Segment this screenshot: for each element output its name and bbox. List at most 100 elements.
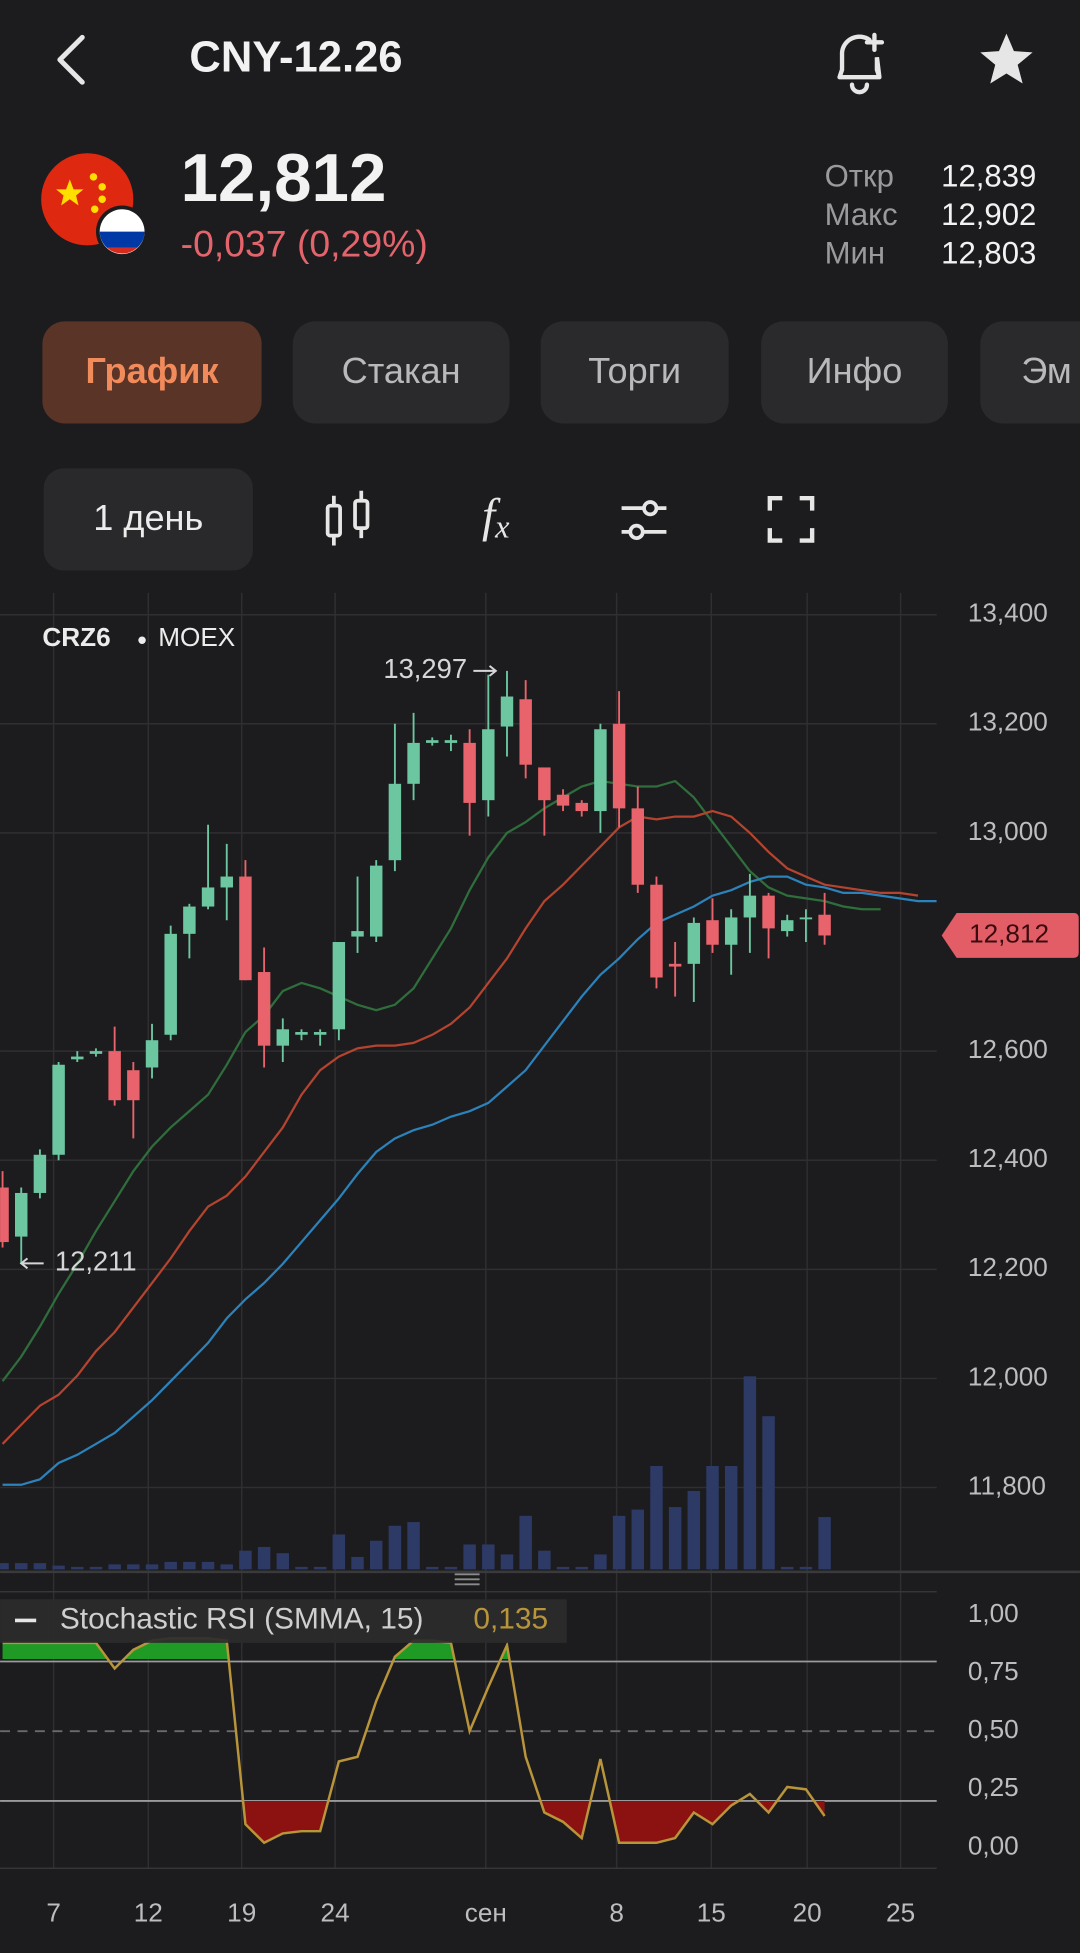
candle-body <box>127 1070 140 1101</box>
tab-label: Инфо <box>807 350 903 391</box>
max-arrow <box>473 665 498 677</box>
stat-label: Мин <box>825 236 886 271</box>
candle-body <box>351 931 364 937</box>
candle-body <box>0 1187 9 1243</box>
candle-body <box>444 740 458 743</box>
candle-body <box>612 723 626 809</box>
volume-bar <box>743 1376 757 1570</box>
date-label: сен <box>465 1897 507 1927</box>
candle-body <box>201 887 215 907</box>
candle-body <box>762 895 775 929</box>
date-label: 7 <box>46 1897 61 1927</box>
stat-value: 12,902 <box>941 197 1036 232</box>
rsi-overbought-fill <box>2 1638 510 1660</box>
volume-bar <box>500 1554 514 1570</box>
stat-label: Макс <box>825 197 898 232</box>
volume-bar <box>706 1465 719 1570</box>
tab[interactable] <box>42 321 262 424</box>
candle-body <box>388 783 402 861</box>
date-axis: 7 12 19 24 сен 8 15 20 25 <box>46 1897 915 1927</box>
date-label: 19 <box>227 1897 256 1927</box>
candle-body <box>407 742 420 784</box>
tab-label: Стакан <box>342 350 461 391</box>
candle-body <box>33 1154 47 1193</box>
tab[interactable] <box>540 321 729 424</box>
indicator-value: 0,135 <box>473 1602 548 1635</box>
candle-body <box>426 740 439 743</box>
settings-button[interactable] <box>621 500 667 540</box>
candle-body <box>332 942 346 1030</box>
annotations: 13,400 13,200 13,000 12,600 12,400 12,200 12,0… <box>19 598 1079 1500</box>
price-tick-label: 13,200 <box>968 707 1048 737</box>
candle-body <box>52 1064 65 1155</box>
date-label: 24 <box>321 1897 350 1927</box>
price-change: -0,037 (0,29%) <box>181 222 428 264</box>
volume-bar <box>201 1561 215 1570</box>
volume-bar <box>407 1522 420 1570</box>
min-arrow <box>19 1257 44 1270</box>
tab-label: Эм <box>1021 350 1071 391</box>
tab-label: Торги <box>588 350 681 391</box>
moving-average <box>2 875 937 1486</box>
rsi-panel: 1,00 0,75 0,50 0,25 0,00 <box>0 1598 1019 1860</box>
price-tick-label: 13,400 <box>968 598 1048 628</box>
candle-body <box>108 1051 121 1101</box>
volume-bar <box>668 1507 682 1570</box>
candle-body <box>781 920 794 932</box>
volume-bar <box>164 1561 177 1570</box>
rsi-tick-label: 0,00 <box>968 1830 1019 1860</box>
candle-body <box>89 1051 103 1054</box>
volume-bar <box>687 1490 701 1570</box>
volume-bar <box>594 1554 607 1570</box>
volume-bar <box>276 1553 290 1570</box>
volume-bar <box>52 1565 65 1570</box>
rsi-tick-label: 0,50 <box>968 1714 1019 1744</box>
last-price-label: 12,812 <box>969 918 1049 948</box>
moving-average <box>1 779 881 1382</box>
tab[interactable] <box>980 321 1080 424</box>
date-label: 12 <box>134 1897 163 1927</box>
volume-bar <box>519 1515 532 1570</box>
volume-bar <box>108 1564 121 1570</box>
volume-bar <box>332 1534 346 1570</box>
candle-body <box>183 906 196 934</box>
candle-body <box>538 767 551 801</box>
tabs: График Стакан Торги Инфо Эм <box>42 321 1080 424</box>
volume-bar <box>145 1564 159 1570</box>
candle-body <box>257 972 271 1046</box>
volume-bar <box>426 1566 439 1570</box>
volume-bar <box>538 1550 551 1570</box>
chart-type-button[interactable] <box>325 490 370 546</box>
resize-handle[interactable] <box>454 1573 480 1586</box>
candle-body <box>71 1056 84 1060</box>
volume-bar <box>183 1561 196 1570</box>
candle-body <box>724 917 738 945</box>
plot-area <box>0 670 937 1570</box>
candle-body <box>295 1032 308 1035</box>
interval-button[interactable] <box>43 468 253 571</box>
fullscreen-button[interactable] <box>767 496 815 543</box>
candle-body <box>482 729 495 801</box>
title: CNY-12.26 <box>189 33 402 81</box>
candle-body <box>706 920 719 945</box>
rsi-tick-label: 0,25 <box>968 1772 1019 1802</box>
price-tick-label: 12,200 <box>968 1252 1048 1282</box>
volume-bar <box>575 1566 588 1570</box>
tab[interactable] <box>292 321 510 424</box>
candle-body <box>239 876 252 981</box>
volume-bar <box>762 1416 775 1570</box>
date-label: 25 <box>886 1897 915 1927</box>
candle-body <box>631 808 645 885</box>
back-button[interactable] <box>57 34 85 85</box>
volume-bar <box>351 1556 364 1570</box>
volume-bar <box>127 1564 140 1570</box>
alert-button[interactable] <box>837 32 885 95</box>
tab[interactable] <box>761 321 948 424</box>
rsi-tick-label: 1,00 <box>968 1598 1019 1628</box>
volume-bar <box>0 1563 9 1570</box>
favorite-button[interactable] <box>980 33 1033 84</box>
candle-body <box>743 895 757 918</box>
candle-body <box>145 1040 159 1068</box>
